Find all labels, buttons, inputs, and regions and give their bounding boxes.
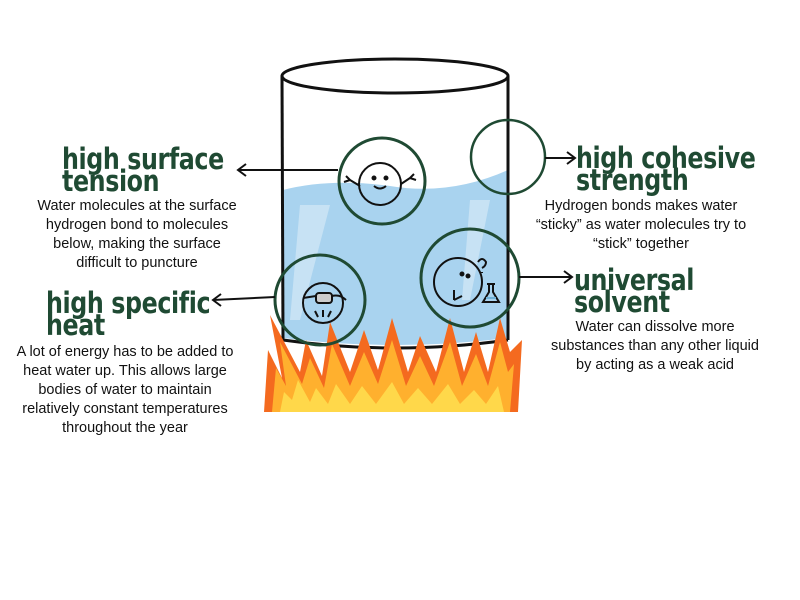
universal-solvent-title-line-2: solvent [574, 285, 670, 319]
specific-heat-desc-line: throughout the year [62, 420, 188, 436]
universal-solvent-description: Water can dissolve more substances than … [530, 318, 780, 375]
surface-tension-desc-line: Water molecules at the surface [37, 198, 237, 214]
flame-inner [280, 380, 504, 412]
arrow-to-specific-heat [211, 293, 276, 307]
arrow-to-cohesive-strength [545, 151, 577, 165]
specific-heat-desc-line: heat water up. This allows large [23, 363, 227, 379]
surface-tension-desc-line: below, making the surface [53, 236, 221, 252]
water [283, 170, 508, 345]
specific-heat-description: A lot of energy has to be added to heat … [0, 343, 250, 438]
cohesive-strength-title-line-1: high cohesive [576, 141, 756, 175]
cohesive-strength-title-line-2: strength [576, 163, 689, 197]
specific-heat-desc-line: A lot of energy has to be added to [16, 344, 234, 360]
universal-solvent-title: universal solvent [574, 263, 695, 319]
cohesive-strength-description: Hydrogen bonds makes water “sticky” as w… [510, 197, 772, 254]
universal-solvent-desc-line: substances than any other liquid [551, 338, 759, 354]
universal-solvent-title-line-1: universal [574, 263, 695, 297]
surface-tension-description: Water molecules at the surface hydrogen … [12, 197, 262, 273]
surface-tension-desc-line: hydrogen bond to molecules [45, 217, 229, 233]
specific-heat-title-line-2: heat [46, 308, 105, 342]
snorkel-molecule-icon [273, 253, 367, 347]
happy-molecule-icon [337, 136, 427, 226]
surface-tension-title: high surface tension [62, 142, 224, 198]
specific-heat-title: high specific heat [46, 286, 211, 342]
cohesive-strength-desc-line: “stick” together [593, 236, 689, 252]
specific-heat-desc-line: bodies of water to maintain [38, 382, 212, 398]
arrows [211, 151, 577, 307]
cohesive-strength-title: high cohesive strength [576, 141, 756, 197]
universal-solvent-desc-line: Water can dissolve more [575, 319, 735, 335]
arrow-to-universal-solvent [519, 270, 574, 284]
flames [264, 315, 522, 412]
flask-molecule-icon [419, 227, 521, 329]
surface-tension-desc-line: difficult to puncture [76, 255, 198, 271]
surface-tension-title-line-1: high surface [62, 142, 224, 176]
cohesive-strength-desc-line: “sticky” as water molecules try to [535, 217, 747, 233]
surface-tension-title-line-2: tension [62, 164, 160, 198]
universal-solvent-desc-line: by acting as a weak acid [576, 357, 734, 373]
arrow-to-surface-tension [236, 163, 338, 177]
specific-heat-title-line-1: high specific [46, 286, 211, 320]
cohesive-strength-desc-line: Hydrogen bonds makes water [544, 198, 738, 214]
specific-heat-desc-line: relatively constant temperatures [22, 401, 228, 417]
